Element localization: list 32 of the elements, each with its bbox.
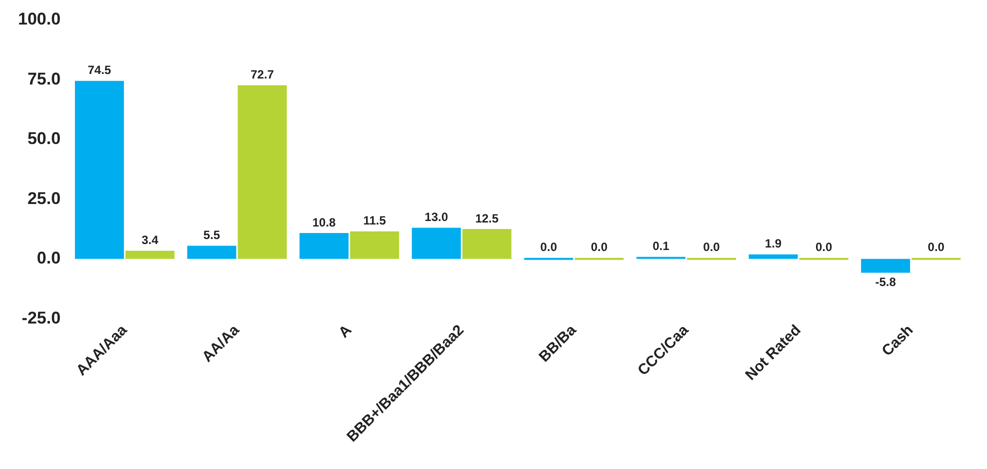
y-tick-label: -25.0 (22, 308, 61, 328)
bar (74, 80, 124, 259)
data-label: 0.0 (590, 240, 608, 254)
data-label: 0.0 (540, 240, 558, 254)
bar (462, 228, 512, 259)
data-label: 74.5 (88, 63, 112, 78)
data-label: 0.0 (703, 240, 720, 254)
data-label: 11.5 (363, 214, 386, 228)
y-tick-label: 100.0 (18, 10, 61, 29)
data-label: 3.4 (142, 233, 159, 248)
data-label: 72.7 (250, 68, 274, 82)
data-label: 12.5 (475, 211, 499, 226)
bar (748, 254, 798, 259)
y-tick-label: 0.0 (36, 248, 61, 268)
data-label: 0.0 (928, 240, 945, 254)
data-label: 0.1 (652, 239, 670, 254)
data-label: 13.0 (424, 210, 448, 224)
bar (350, 231, 400, 259)
y-tick-label: 75.0 (27, 69, 61, 88)
bar (187, 246, 236, 259)
data-label: -5.8 (875, 275, 896, 290)
data-label: 5.5 (203, 228, 220, 242)
y-tick-label: 25.0 (27, 188, 61, 208)
data-label: 10.8 (312, 215, 336, 230)
bar (300, 233, 349, 259)
data-label: 0.0 (815, 240, 832, 254)
bar (412, 228, 461, 259)
bar (238, 85, 287, 259)
y-tick-label: 50.0 (27, 129, 61, 148)
bar (125, 250, 174, 259)
bar (861, 258, 910, 273)
data-label: 1.9 (764, 236, 782, 251)
